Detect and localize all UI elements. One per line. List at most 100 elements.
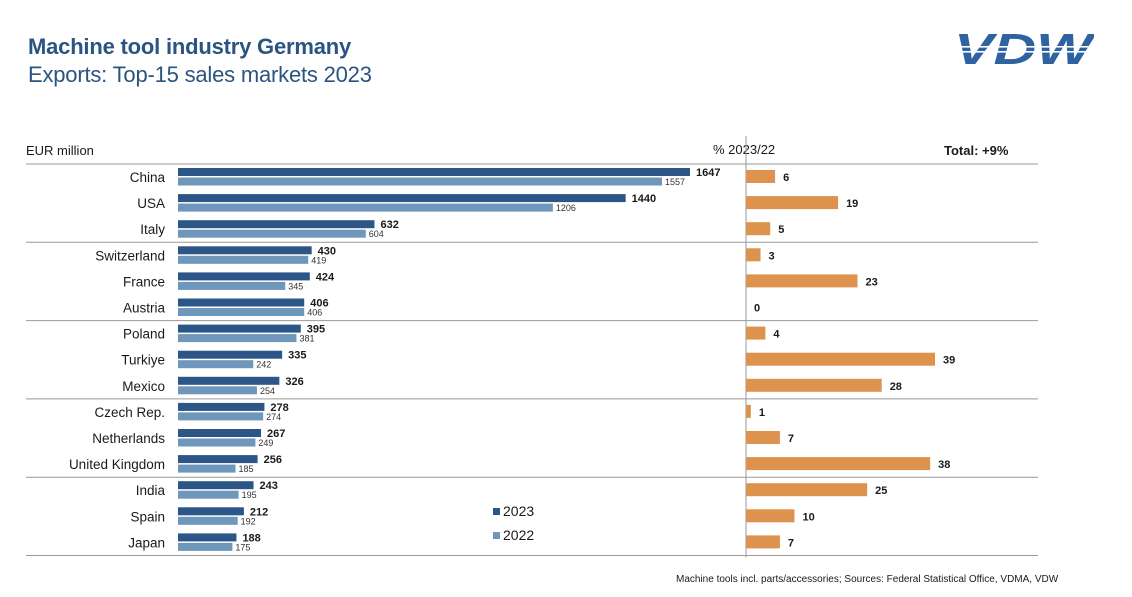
change-value-label: 3 (769, 250, 775, 262)
change-value-label: 10 (802, 511, 814, 523)
value-label-2023: 278 (270, 402, 288, 414)
bar-2022 (178, 516, 238, 525)
value-label-2023: 267 (267, 428, 285, 440)
value-label-2022: 381 (299, 334, 314, 344)
bar-2022 (178, 386, 257, 395)
category-label: United Kingdom (69, 457, 165, 472)
change-bar (746, 274, 858, 288)
bar-2023 (178, 246, 312, 255)
category-label: Mexico (122, 379, 165, 394)
value-label-2023: 188 (242, 532, 260, 544)
value-label-2023: 243 (260, 480, 278, 492)
change-value-label: 28 (890, 381, 902, 393)
bar-2022 (178, 203, 553, 212)
legend-item-2022: 2022 (493, 527, 534, 543)
change-bar (746, 196, 839, 210)
bar-2023 (178, 350, 283, 359)
change-value-label: 19 (846, 198, 858, 210)
bar-2022 (178, 308, 305, 316)
legend-label-2022: 2022 (503, 527, 535, 543)
value-label-2023: 430 (318, 245, 336, 257)
change-value-label: 7 (788, 537, 794, 549)
category-label: Italy (140, 222, 165, 237)
bar-2022 (178, 281, 286, 290)
value-label-2022: 419 (311, 255, 326, 265)
change-bar (746, 170, 776, 183)
change-bar (746, 248, 761, 262)
unit-label: EUR million (26, 143, 94, 158)
change-bar (746, 431, 780, 444)
change-bar (746, 352, 935, 366)
bar-2022 (178, 177, 663, 186)
bar-2023 (178, 402, 265, 411)
bar-2022 (178, 229, 366, 238)
value-label-2022: 604 (369, 229, 384, 239)
bar-2023 (178, 168, 690, 176)
value-label-2022: 1206 (556, 203, 576, 213)
change-bar (746, 483, 868, 497)
value-label-2022: 345 (288, 281, 303, 291)
change-bar (746, 222, 771, 236)
change-bar (746, 378, 882, 392)
value-label-2022: 249 (258, 438, 273, 448)
bar-2023 (178, 533, 237, 542)
value-label-2022: 242 (256, 360, 271, 370)
value-label-2022: 185 (239, 464, 254, 474)
chart-subtitle: Exports: Top-15 sales markets 2023 (28, 62, 372, 87)
logo-text: VDW (954, 26, 1094, 70)
bar-2022 (178, 334, 297, 343)
value-label-2023: 326 (285, 376, 303, 388)
change-value-label: 4 (773, 329, 780, 341)
value-label-2023: 406 (310, 298, 328, 310)
change-value-label: 0 (754, 303, 760, 315)
category-label: China (130, 170, 166, 185)
category-label: Austria (123, 301, 166, 316)
category-label: India (136, 483, 166, 498)
legend-item-2023: 2023 (493, 503, 534, 519)
bar-2023 (178, 481, 254, 490)
bar-2023 (178, 455, 258, 464)
bar-2022 (178, 490, 239, 499)
value-label-2022: 406 (307, 308, 322, 318)
value-label-2022: 254 (260, 386, 275, 396)
category-label: USA (137, 196, 165, 211)
bar-2023 (178, 507, 244, 516)
vdw-logo: VDW (952, 26, 1094, 70)
bar-2023 (178, 324, 301, 333)
bar-2022 (178, 542, 233, 551)
value-label-2023: 256 (264, 454, 282, 466)
value-label-2022: 1557 (665, 177, 685, 187)
bar-2022 (178, 438, 256, 447)
change-bar (746, 404, 751, 418)
category-label: Spain (130, 509, 165, 524)
category-label: Japan (128, 535, 165, 550)
value-label-2023: 1440 (632, 193, 656, 205)
change-value-label: 1 (759, 407, 765, 419)
legend-swatch-2023 (493, 507, 500, 515)
bar-2022 (178, 412, 264, 421)
value-label-2023: 424 (316, 271, 335, 283)
value-label-2023: 632 (380, 219, 398, 231)
source-footnote: Machine tools incl. parts/accessories; S… (676, 574, 1059, 585)
change-value-label: 38 (938, 459, 950, 471)
value-label-2022: 175 (235, 542, 250, 552)
change-value-label: 39 (943, 355, 955, 367)
chart-title: Machine tool industry Germany (28, 34, 352, 59)
bar-2023 (178, 272, 310, 281)
value-label-2023: 335 (288, 350, 306, 362)
bar-2023 (178, 429, 262, 437)
bar-2023 (178, 298, 305, 307)
change-bar (746, 509, 795, 523)
bar-2023 (178, 194, 626, 203)
change-value-label: 7 (788, 433, 794, 445)
legend-swatch-2022 (493, 531, 500, 539)
category-label: Czech Rep. (94, 405, 165, 420)
value-label-2023: 1647 (696, 167, 720, 179)
total-change-label: Total: +9% (944, 143, 1009, 158)
category-label: Switzerland (95, 248, 165, 263)
value-label-2023: 395 (307, 324, 325, 336)
category-label: France (123, 274, 165, 289)
change-value-label: 6 (783, 172, 789, 184)
legend-label-2023: 2023 (503, 503, 535, 519)
